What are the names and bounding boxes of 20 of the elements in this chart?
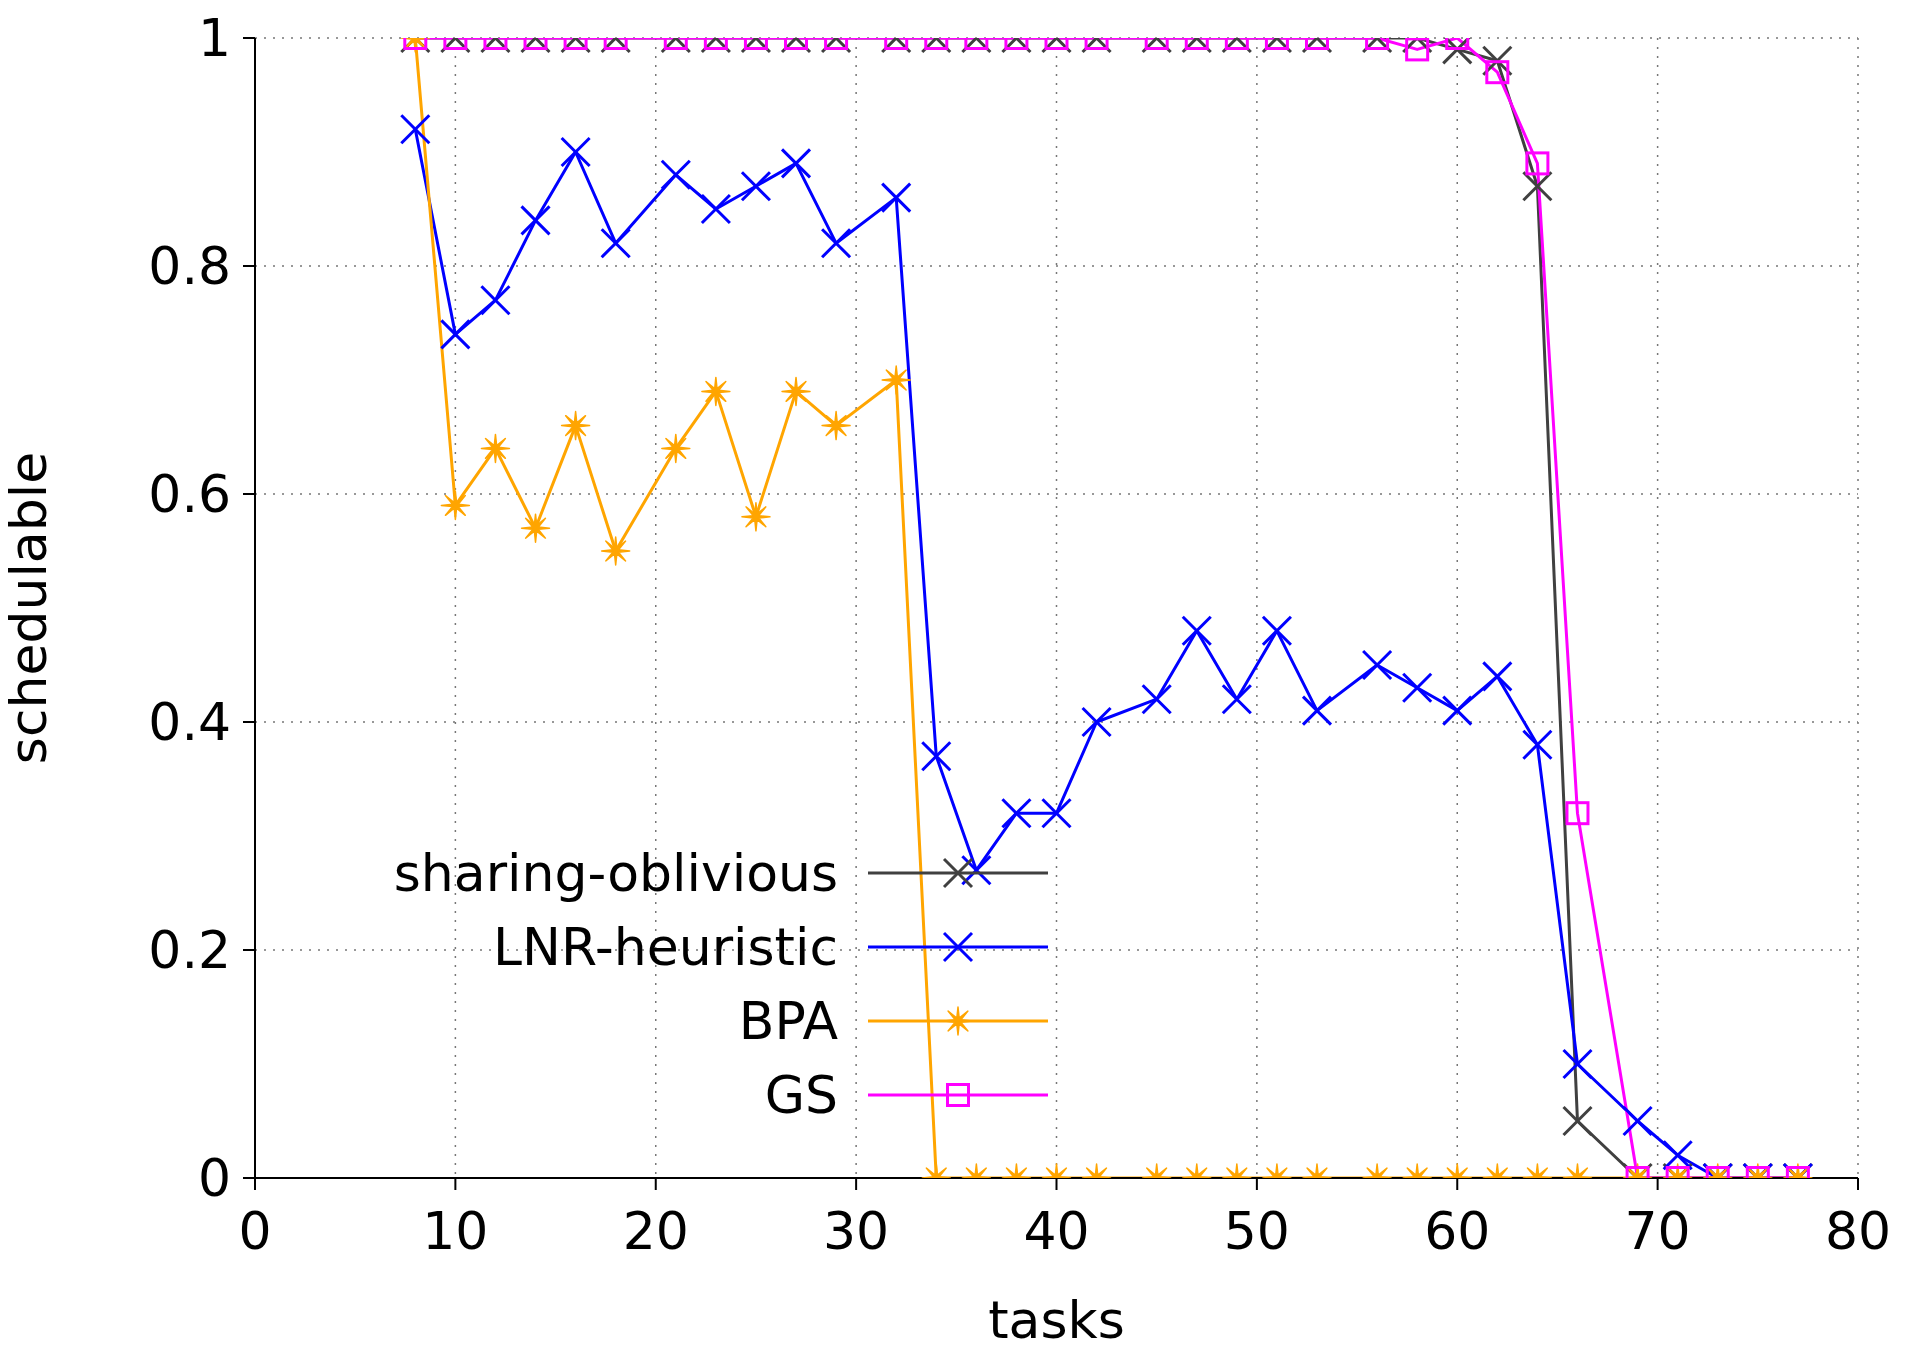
legend-label: LNR-heuristic — [493, 917, 838, 977]
y-tick-label: 0.8 — [148, 236, 231, 297]
x-tick-label: 40 — [1023, 1200, 1090, 1261]
x-tick-label: 50 — [1223, 1200, 1290, 1261]
y-tick-label: 0.2 — [148, 920, 231, 981]
x-axis-title: tasks — [988, 1290, 1125, 1350]
y-tick-label: 1 — [197, 8, 231, 69]
y-tick-label: 0.4 — [148, 692, 231, 753]
x-tick-label: 60 — [1424, 1200, 1491, 1261]
x-tick-label: 80 — [1824, 1200, 1892, 1261]
y-tick-label: 0.6 — [148, 464, 231, 525]
y-tick-label: 0 — [197, 1148, 231, 1209]
legend-label: sharing-oblivious — [393, 843, 838, 903]
x-tick-label: 70 — [1624, 1200, 1691, 1261]
x-tick-label: 20 — [622, 1200, 689, 1261]
x-tick-label: 0 — [238, 1200, 272, 1261]
legend-label: BPA — [738, 991, 838, 1051]
x-tick-label: 30 — [823, 1200, 890, 1261]
x-tick-label: 10 — [422, 1200, 489, 1261]
legend-label: GS — [764, 1065, 838, 1125]
